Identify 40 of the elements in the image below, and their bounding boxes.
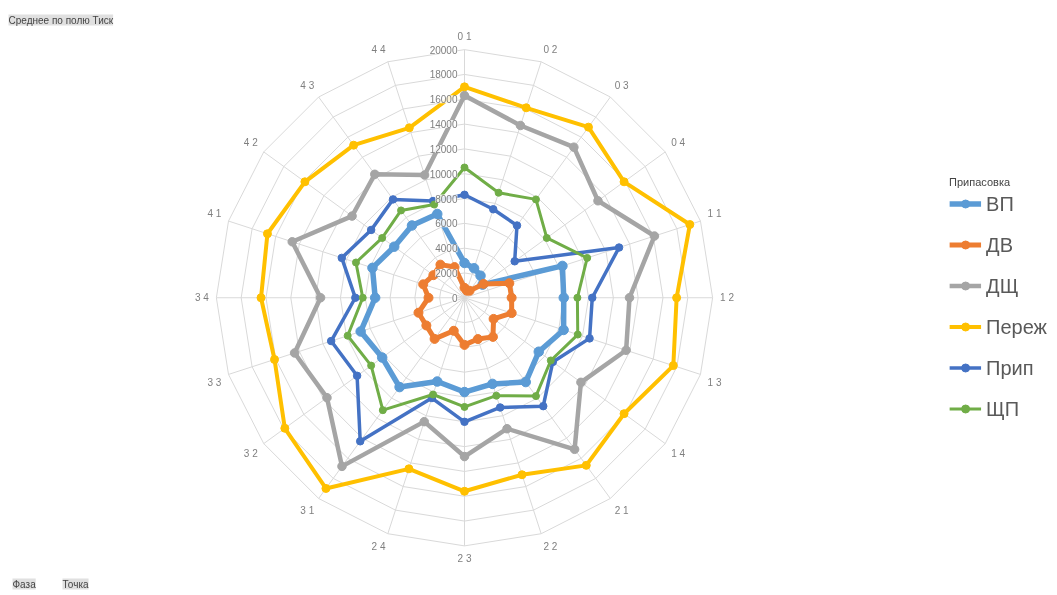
text: Точка (62, 578, 89, 590)
y-tick-label: 12000 (429, 143, 458, 155)
y-tick-label: 14000 (429, 119, 458, 131)
y-tick-label: 8000 (435, 193, 458, 205)
spoke-label: 4 4 (371, 43, 386, 55)
y-tick-label: 18000 (429, 69, 458, 81)
spoke-label: 2 1 (614, 504, 630, 516)
spoke-label: 3 1 (300, 504, 315, 516)
text: Среднее по полю Тиск (8, 14, 114, 26)
legend-label: ЩП (986, 397, 1020, 420)
spoke-label: 2 4 (371, 540, 386, 552)
spoke-label: 1 4 (671, 447, 686, 459)
spoke-label: 1 3 (707, 376, 722, 388)
y-tick-label: 16000 (429, 94, 458, 106)
y-tick-label: 20000 (429, 44, 458, 56)
spoke-label: 0 4 (671, 136, 686, 148)
y-tick-label: 10000 (429, 168, 458, 180)
spoke-label: 3 4 (195, 292, 210, 304)
y-tick-label: 0 (451, 292, 458, 304)
legend-label: ДЩ (986, 274, 1019, 297)
legend-label: Переж (986, 315, 1047, 338)
y-tick-label: 6000 (435, 218, 458, 230)
spoke-label: 1 1 (707, 207, 722, 219)
spoke-label: 4 1 (207, 207, 222, 219)
legend-label: Прип (986, 356, 1034, 379)
spoke-label: 0 1 (457, 31, 472, 43)
spoke-label: 1 2 (720, 292, 735, 304)
spoke-label: 4 2 (243, 136, 259, 148)
spoke-label: 4 3 (300, 79, 315, 91)
spoke-label: 3 3 (207, 376, 222, 388)
legend-title: Припасовка (949, 175, 1012, 187)
legend-label: ДВ (986, 233, 1013, 256)
spoke-label: 3 2 (243, 447, 259, 459)
y-tick-label: 4000 (435, 243, 458, 255)
legend-label: ВП (986, 192, 1014, 215)
spoke-label: 0 2 (543, 43, 558, 55)
spoke-label: 2 2 (543, 540, 558, 552)
spoke-label: 0 3 (614, 79, 630, 91)
text: Фаза (12, 578, 37, 590)
spoke-label: 2 3 (457, 553, 472, 565)
